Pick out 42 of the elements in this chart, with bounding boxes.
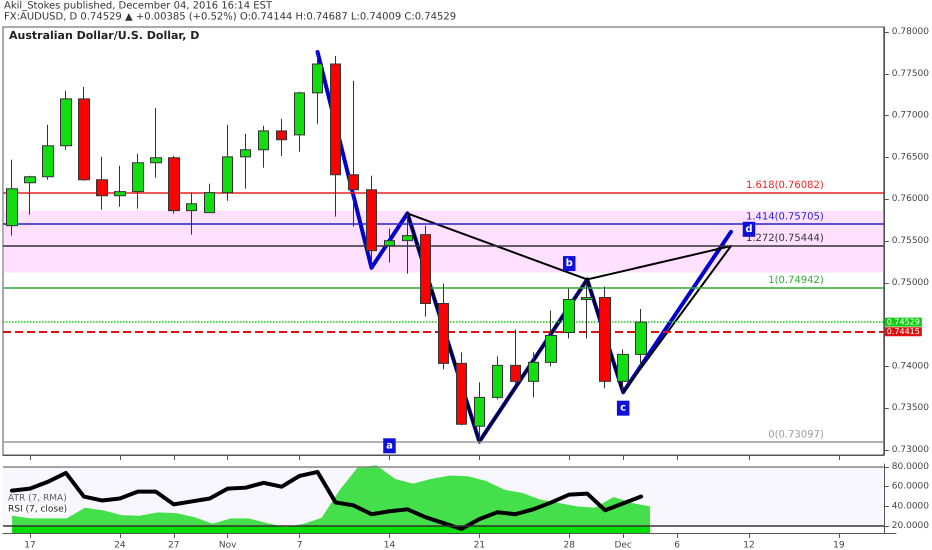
- y-tick-label: 0.75000: [892, 278, 930, 288]
- ref-line-label: 1.414(0.75705): [746, 211, 824, 222]
- y-tick-label: 80.0000: [892, 462, 930, 472]
- x-tick-label: 6: [674, 540, 680, 550]
- x-tick-label: 21: [474, 540, 486, 550]
- y-tick-label: 0.76500: [892, 152, 930, 162]
- x-tick-label: 24: [114, 540, 126, 550]
- y-tick-label: 0.73500: [892, 403, 930, 414]
- ref-line-label: 0(0.73097): [768, 429, 824, 440]
- ref-line-label: 0.74415: [886, 327, 920, 336]
- chart-title: Australian Dollar/U.S. Dollar, D: [9, 29, 200, 42]
- x-tick-label: 28: [563, 540, 576, 550]
- x-tick-label: Nov: [218, 540, 238, 550]
- series-label: ATR (7, RMA): [8, 494, 67, 504]
- annotation: d: [745, 224, 753, 235]
- ref-line-label: 1(0.74942): [768, 275, 824, 286]
- x-tick-label: 17: [24, 540, 36, 550]
- x-tick-label: 27: [168, 540, 180, 550]
- y-tick-label: 0.74000: [892, 361, 930, 372]
- chart-subtitle: FX:AUDUSD, D 0.74529 ▲ +0.00385 (+0.52%) O:0.74144 H:0.74687 L:0.74009 C:0.74529: [4, 12, 456, 22]
- y-tick-label: 0.75500: [892, 236, 930, 246]
- y-tick-label: 0.77500: [892, 68, 930, 79]
- x-tick-label: Dec: [614, 540, 632, 550]
- y-tick-label: 0.73000: [892, 444, 930, 455]
- text: Akil_Stokes published, December 04, 2016 16:14 EST: [4, 0, 273, 12]
- y-tick-label: 0.78000: [892, 27, 930, 38]
- annotation: c: [620, 402, 626, 414]
- y-tick-label: 40.0000: [892, 501, 930, 512]
- series-label: RSI (7, close): [8, 504, 68, 514]
- ref-line-label: 0.74529: [886, 318, 920, 327]
- ref-line-label: 1.272(0.75444): [746, 233, 824, 244]
- y-tick-label: 0.76000: [892, 194, 930, 204]
- annotation: a: [386, 440, 393, 452]
- x-tick-label: 12: [743, 540, 755, 550]
- x-tick-label: 14: [384, 540, 396, 550]
- x-tick-label: 19: [833, 540, 845, 550]
- y-tick-label: 20.0000: [892, 521, 930, 532]
- y-tick-label: 0.77000: [892, 110, 930, 121]
- y-tick-label: 60.0000: [892, 482, 930, 492]
- ref-line-label: 1.618(0.76082): [746, 180, 824, 191]
- annotation: b: [566, 258, 573, 270]
- x-tick-label: 7: [296, 540, 302, 550]
